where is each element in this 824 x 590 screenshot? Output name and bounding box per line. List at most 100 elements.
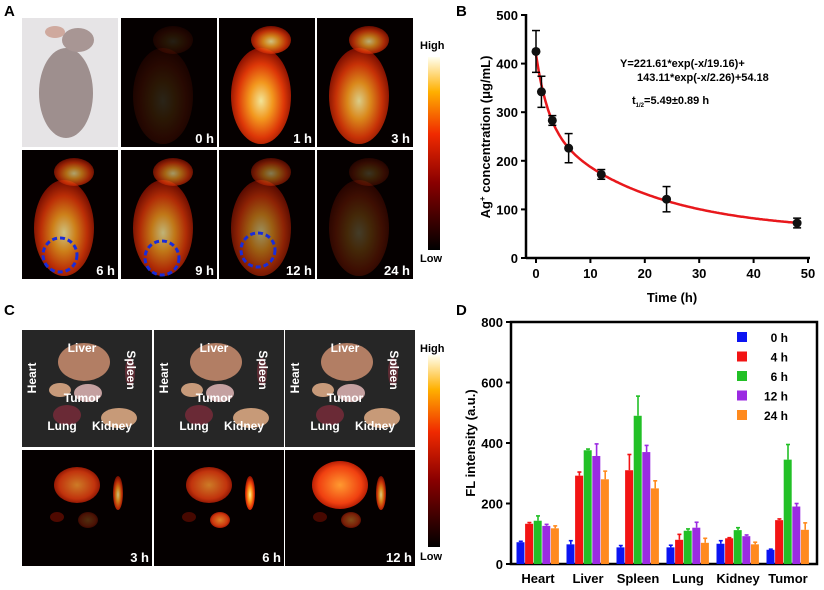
- organ-label: Kidney: [92, 419, 132, 433]
- bar: [725, 538, 734, 564]
- lung-tissue: [53, 405, 81, 425]
- organ-label: Liver: [68, 341, 97, 355]
- mouse-head-signal: [251, 26, 291, 54]
- bar: [633, 415, 642, 564]
- mouse-signal: [329, 180, 389, 276]
- spleen-signal: [376, 476, 386, 510]
- legend-label: 4 h: [771, 351, 788, 365]
- bar: [600, 479, 609, 564]
- legend-label: 6 h: [771, 370, 788, 384]
- time-label: 1 h: [293, 131, 312, 146]
- x-tick-label: 10: [583, 266, 597, 281]
- x-tick-label: 50: [801, 266, 815, 281]
- heart-tissue: [312, 383, 334, 397]
- x-tick-label: 40: [746, 266, 760, 281]
- bar: [616, 547, 625, 564]
- organ-label: Spleen: [124, 350, 138, 389]
- organ-label: Heart: [157, 363, 171, 394]
- chart-b: Time (h) Ag+ concentration (μg/mL) Y=221…: [478, 8, 815, 305]
- panel-label-b: B: [456, 3, 467, 20]
- legend-swatch: [737, 410, 747, 420]
- mouse-head: [62, 28, 94, 52]
- bar: [566, 544, 575, 564]
- organ-label: Liver: [200, 341, 229, 355]
- y-tick-label: 500: [496, 8, 518, 23]
- organ-photo-tile: Liver Spleen Heart Tumor Lung Kidney: [285, 330, 415, 447]
- tumor-circle: [143, 239, 181, 277]
- fluorescence-tile: 0 h: [121, 18, 217, 147]
- bar: [642, 452, 651, 564]
- data-point: [792, 218, 802, 228]
- data-point: [596, 169, 606, 179]
- fluorescence-tile: 24 h: [317, 150, 413, 279]
- mouse-signal: [34, 180, 94, 276]
- category-label: Spleen: [617, 571, 660, 586]
- tumor-tissue: [206, 384, 234, 402]
- fit-equation-line1: Y=221.61*exp(-x/19.16)+: [620, 58, 745, 70]
- time-label: 3 h: [130, 550, 149, 565]
- organ-label: Tumor: [327, 391, 364, 405]
- spleen-signal: [113, 476, 123, 510]
- bar: [716, 543, 725, 564]
- organ-fluorescence-tile: 12 h: [285, 450, 415, 566]
- heart-signal: [313, 512, 327, 522]
- panel-c-organs: Liver Spleen Heart Tumor Lung Kidney 3 h Liver S…: [22, 330, 415, 566]
- bar: [650, 488, 659, 564]
- panel-label-a: A: [4, 3, 15, 20]
- mouse-head-signal: [54, 158, 94, 186]
- bar: [683, 530, 692, 564]
- mouse-head-signal: [153, 26, 193, 54]
- bar: [792, 506, 801, 564]
- liver-signal: [54, 467, 100, 503]
- liver-signal: [312, 461, 368, 509]
- tumor-signal: [341, 512, 361, 528]
- half-life-label: t1/2=5.49±0.89 h: [632, 95, 709, 109]
- heart-tissue: [181, 383, 203, 397]
- organ-photo-tile: Liver Spleen Heart Tumor Lung Kidney: [154, 330, 284, 447]
- bar: [542, 525, 551, 564]
- category-label: Tumor: [768, 571, 807, 586]
- bar: [550, 528, 559, 564]
- tumor-signal: [78, 512, 98, 528]
- time-label: 12 h: [386, 550, 412, 565]
- legend-swatch: [737, 390, 747, 401]
- organ-fluorescence-tile: 6 h: [154, 450, 284, 566]
- colorbar-c: [428, 355, 440, 547]
- heart-signal: [182, 512, 196, 522]
- fit-equation-line2: 143.11*exp(-x/2.26)+54.18: [637, 72, 769, 84]
- mouse-ear: [45, 26, 65, 38]
- time-label: 6 h: [262, 550, 281, 565]
- organ-photo-tile: Liver Spleen Heart Tumor Lung Kidney: [22, 330, 152, 447]
- fluorescence-tile: 12 h: [219, 150, 315, 279]
- organ-label: Lung: [47, 419, 76, 433]
- y-tick-label: 600: [481, 376, 503, 391]
- data-point: [536, 87, 546, 97]
- colorbar-c-low: Low: [420, 551, 442, 563]
- bar: [625, 470, 634, 564]
- time-label: 24 h: [384, 263, 410, 278]
- bar: [783, 459, 792, 564]
- organ-label: Heart: [25, 363, 39, 394]
- chart-b-xlabel: Time (h): [647, 290, 697, 305]
- heart-signal: [50, 512, 64, 522]
- organ-label: Kidney: [355, 419, 395, 433]
- bar: [516, 542, 525, 564]
- y-tick-label: 0: [496, 557, 503, 572]
- tumor-circle: [239, 231, 277, 269]
- kidney-tissue: [233, 408, 269, 428]
- lung-tissue: [185, 405, 213, 425]
- kidney-tissue: [101, 408, 137, 428]
- organ-label: Tumor: [196, 391, 233, 405]
- photo-tile: [22, 18, 118, 147]
- legend-swatch: [737, 371, 747, 381]
- mouse-head-signal: [349, 26, 389, 54]
- liver-tissue: [321, 343, 373, 381]
- bar: [533, 520, 542, 564]
- x-tick-label: 20: [638, 266, 652, 281]
- spleen-tissue: [257, 358, 267, 386]
- bar: [575, 475, 584, 564]
- chart-d-ylabel: FL intensity (a.u.): [463, 389, 478, 496]
- spleen-tissue: [388, 358, 398, 386]
